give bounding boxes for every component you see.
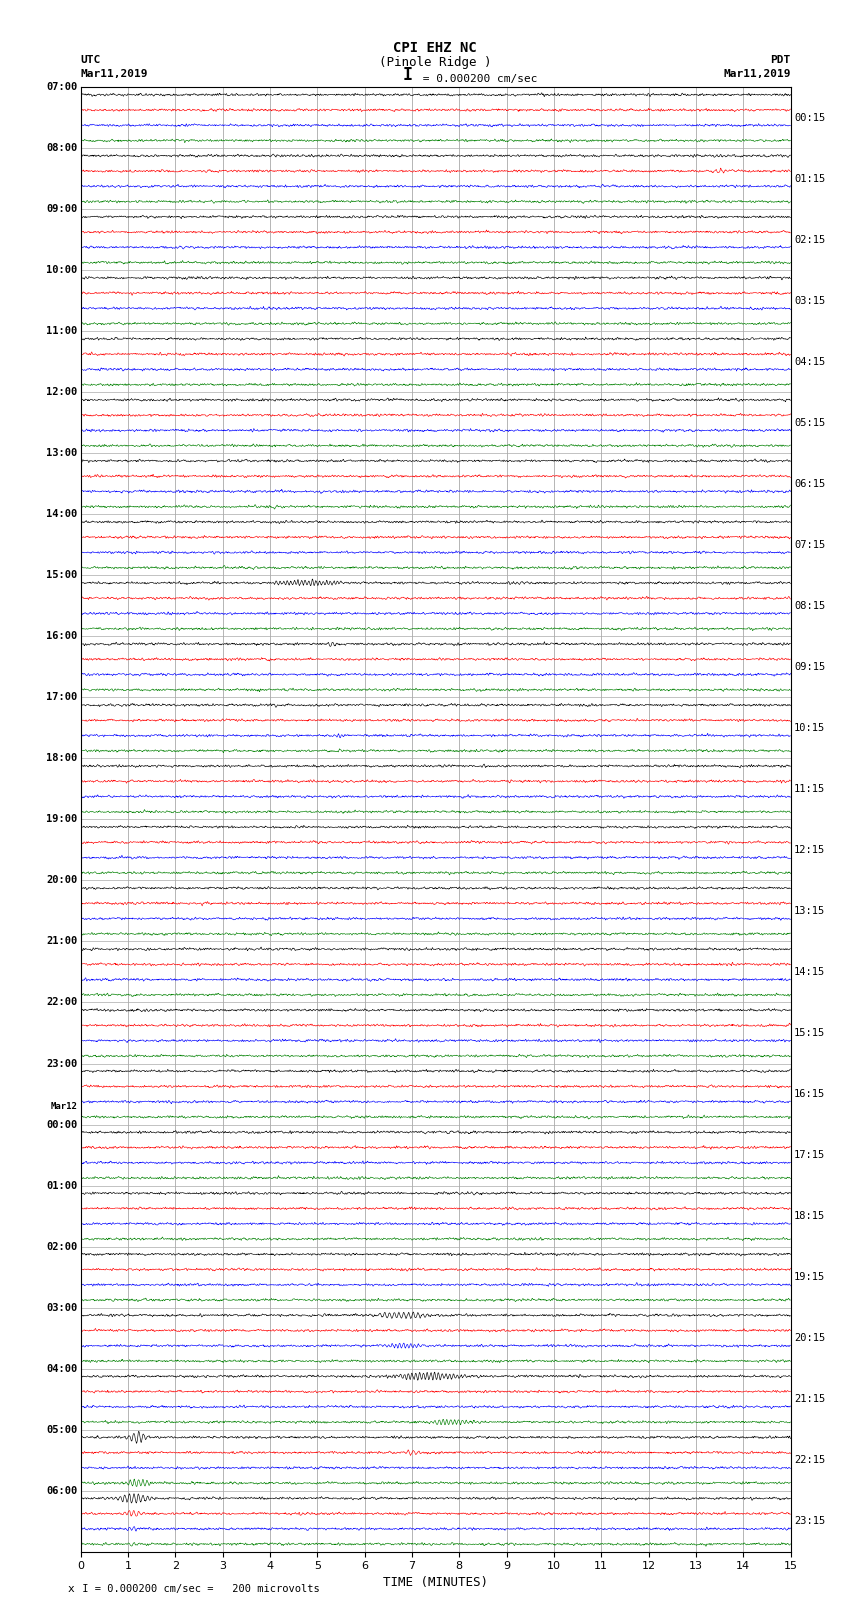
Text: 09:00: 09:00 [46,205,77,215]
Text: 10:15: 10:15 [794,723,825,732]
Text: 06:15: 06:15 [794,479,825,489]
Text: 18:15: 18:15 [794,1211,825,1221]
Text: Mar11,2019: Mar11,2019 [81,69,148,79]
Text: 15:00: 15:00 [46,571,77,581]
Text: UTC: UTC [81,55,101,65]
Text: = 0.000200 cm/sec: = 0.000200 cm/sec [416,74,538,84]
Text: 23:15: 23:15 [794,1516,825,1526]
Text: 17:15: 17:15 [794,1150,825,1160]
Text: 16:15: 16:15 [794,1089,825,1098]
Text: 21:00: 21:00 [46,937,77,947]
Text: 05:00: 05:00 [46,1424,77,1434]
Text: 12:00: 12:00 [46,387,77,397]
Text: I = 0.000200 cm/sec =   200 microvolts: I = 0.000200 cm/sec = 200 microvolts [76,1584,320,1594]
Text: 02:00: 02:00 [46,1242,77,1252]
Text: 21:15: 21:15 [794,1394,825,1405]
Text: 20:15: 20:15 [794,1332,825,1344]
Text: 00:00: 00:00 [46,1119,77,1129]
Text: I: I [403,66,413,84]
Text: 16:00: 16:00 [46,631,77,642]
Text: 01:00: 01:00 [46,1181,77,1190]
Text: 18:00: 18:00 [46,753,77,763]
Text: 04:15: 04:15 [794,356,825,366]
Text: 01:15: 01:15 [794,174,825,184]
X-axis label: TIME (MINUTES): TIME (MINUTES) [383,1576,488,1589]
Text: 07:15: 07:15 [794,540,825,550]
Text: 08:00: 08:00 [46,144,77,153]
Text: 19:00: 19:00 [46,815,77,824]
Text: 13:15: 13:15 [794,907,825,916]
Text: 22:00: 22:00 [46,997,77,1008]
Text: 12:15: 12:15 [794,845,825,855]
Text: 08:15: 08:15 [794,600,825,611]
Text: 23:00: 23:00 [46,1058,77,1068]
Text: 03:15: 03:15 [794,295,825,306]
Text: Mar12: Mar12 [50,1102,77,1111]
Text: 09:15: 09:15 [794,661,825,673]
Text: 00:15: 00:15 [794,113,825,123]
Text: 22:15: 22:15 [794,1455,825,1465]
Text: (Pinole Ridge ): (Pinole Ridge ) [379,56,491,69]
Text: 07:00: 07:00 [46,82,77,92]
Text: 19:15: 19:15 [794,1273,825,1282]
Text: 02:15: 02:15 [794,234,825,245]
Text: 06:00: 06:00 [46,1486,77,1495]
Text: 15:15: 15:15 [794,1027,825,1039]
Text: CPI EHZ NC: CPI EHZ NC [394,40,477,55]
Text: 17:00: 17:00 [46,692,77,702]
Text: 05:15: 05:15 [794,418,825,427]
Text: 03:00: 03:00 [46,1303,77,1313]
Text: Mar11,2019: Mar11,2019 [723,69,791,79]
Text: 04:00: 04:00 [46,1363,77,1374]
Text: 20:00: 20:00 [46,876,77,886]
Text: 14:00: 14:00 [46,510,77,519]
Text: 10:00: 10:00 [46,265,77,276]
Text: x: x [68,1584,75,1594]
Text: PDT: PDT [770,55,790,65]
Text: 11:00: 11:00 [46,326,77,336]
Text: 14:15: 14:15 [794,966,825,977]
Text: 13:00: 13:00 [46,448,77,458]
Text: 11:15: 11:15 [794,784,825,794]
